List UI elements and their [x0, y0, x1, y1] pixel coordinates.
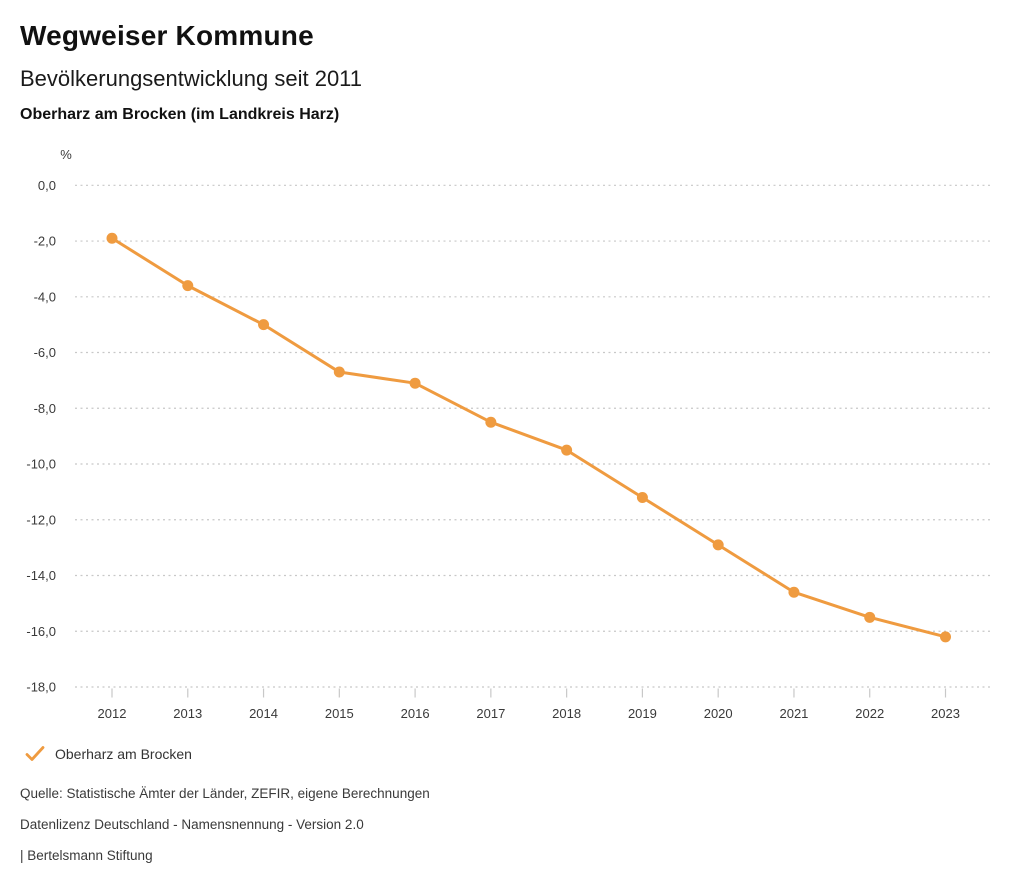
- population-line-chart: % 0,0 -2,0 -4,0 -6,0 -8,0 -10,0 -12,0 -14,0 -16,0…: [26, 147, 990, 721]
- data-point-2022[interactable]: [864, 611, 876, 623]
- x-tick-label-2022: 2022: [855, 706, 884, 721]
- y-axis-unit-label: %: [60, 147, 72, 162]
- y-tick-label: -12,0: [26, 512, 56, 527]
- y-tick-label: 0,0: [38, 178, 56, 193]
- data-point-2013[interactable]: [182, 280, 194, 292]
- y-tick-label: -10,0: [26, 457, 56, 472]
- y-tick-label: -14,0: [26, 568, 56, 583]
- x-tick-label-2018: 2018: [552, 706, 581, 721]
- x-tick-label-2019: 2019: [628, 706, 657, 721]
- x-tick-label-2017: 2017: [476, 706, 505, 721]
- region-subtitle: Oberharz am Brocken (im Landkreis Harz): [20, 106, 340, 123]
- y-tick-label: -8,0: [34, 401, 56, 416]
- chart-title: Bevölkerungsentwicklung seit 2011: [20, 66, 363, 91]
- data-point-2016[interactable]: [409, 377, 421, 389]
- x-tick-label-2014: 2014: [249, 706, 278, 721]
- x-tick-label-2020: 2020: [704, 706, 733, 721]
- data-point-2015[interactable]: [333, 366, 345, 378]
- y-tick-label: -4,0: [34, 289, 56, 304]
- y-tick-label: -2,0: [34, 234, 56, 249]
- y-tick-label: -6,0: [34, 345, 56, 360]
- data-point-2012[interactable]: [106, 232, 118, 244]
- attribution-text: | Bertelsmann Stiftung: [20, 848, 153, 863]
- x-tick-label-2016: 2016: [401, 706, 430, 721]
- data-point-2023[interactable]: [940, 631, 951, 643]
- y-tick-label: -18,0: [26, 680, 56, 695]
- source-text: Quelle: Statistische Ämter der Länder, Z…: [20, 786, 430, 801]
- data-point-2021[interactable]: [788, 586, 800, 598]
- x-tick-label-2012: 2012: [98, 706, 127, 721]
- data-point-2014[interactable]: [258, 319, 270, 331]
- x-tick-label-2013: 2013: [173, 706, 202, 721]
- x-tick-label-2021: 2021: [779, 706, 808, 721]
- x-tick-label-2023: 2023: [931, 706, 960, 721]
- y-tick-label: -16,0: [26, 624, 56, 639]
- legend-label: Oberharz am Brocken: [55, 746, 192, 762]
- check-icon: [25, 746, 45, 761]
- data-point-2020[interactable]: [712, 539, 724, 551]
- app-title: Wegweiser Kommune: [20, 20, 314, 51]
- license-text: Datenlizenz Deutschland - Namensnennung …: [20, 817, 364, 832]
- x-tick-label-2015: 2015: [325, 706, 354, 721]
- data-point-2019[interactable]: [636, 491, 648, 503]
- data-point-2018[interactable]: [561, 444, 573, 456]
- data-point-2017[interactable]: [485, 416, 497, 428]
- series-line-oberharz-am-brocken: [110, 236, 947, 639]
- legend-item[interactable]: Oberharz am Brocken: [25, 744, 192, 764]
